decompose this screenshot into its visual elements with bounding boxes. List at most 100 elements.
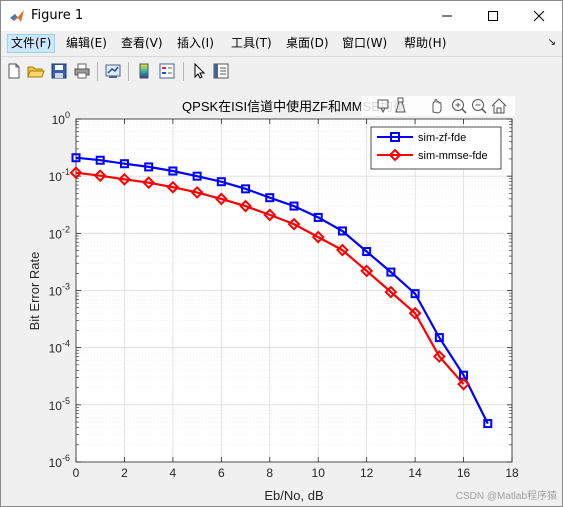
toolbar-separator <box>183 62 184 81</box>
x-axis-label: Eb/No, dB <box>264 488 323 503</box>
data-point-sim-zf-fde <box>265 193 275 203</box>
legend-marker-mmse <box>388 148 402 162</box>
property-inspector-icon[interactable] <box>212 62 230 80</box>
matlab-logo-icon <box>10 10 24 22</box>
axes-toolbar <box>361 96 515 116</box>
legend-label-zf: sim-zf-fde <box>418 132 466 144</box>
data-point-sim-zf-fde <box>410 289 420 299</box>
data-point-sim-mmse-fde <box>93 169 107 183</box>
data-point-sim-mmse-fde <box>214 192 228 206</box>
data-point-sim-mmse-fde <box>166 180 180 194</box>
y-tick-label: 10-3 <box>49 282 70 299</box>
data-point-sim-zf-fde <box>95 155 105 165</box>
new-figure-icon[interactable] <box>5 62 23 80</box>
data-point-sim-zf-fde <box>168 166 178 176</box>
menu-file[interactable]: 文件(F) <box>7 34 56 53</box>
data-point-sim-mmse-fde <box>239 199 252 213</box>
link-plot-icon[interactable] <box>104 62 122 80</box>
y-tick-label: 100 <box>52 110 70 127</box>
dock-arrow-icon[interactable]: ↘ <box>547 37 556 48</box>
open-file-icon[interactable] <box>27 62 45 80</box>
toolbar-separator <box>128 62 129 81</box>
data-point-sim-zf-fde <box>216 177 226 187</box>
data-point-sim-mmse-fde <box>336 243 349 257</box>
x-tick-label: 4 <box>170 466 177 480</box>
home-icon[interactable] <box>491 98 507 114</box>
data-point-sim-zf-fde <box>119 159 129 169</box>
menu-insert[interactable]: 插入(I) <box>177 36 214 50</box>
save-icon[interactable] <box>50 62 68 80</box>
x-tick-label: 0 <box>73 466 80 480</box>
maximize-icon <box>488 11 498 21</box>
close-icon <box>533 10 545 22</box>
legend[interactable]: sim-zf-fde sim-mmse-fde <box>370 126 502 170</box>
y-tick-label: 10-6 <box>49 453 70 470</box>
data-point-sim-mmse-fde <box>142 176 156 190</box>
data-point-sim-mmse-fde <box>408 306 422 320</box>
brush-icon[interactable] <box>395 97 406 113</box>
menu-tools[interactable]: 工具(T) <box>231 36 272 50</box>
x-tick-label: 14 <box>408 466 422 480</box>
y-tick-label: 10-1 <box>49 167 70 184</box>
x-tick-label: 6 <box>218 466 225 480</box>
x-tick-label: 12 <box>360 466 374 480</box>
y-tick-label: 10-4 <box>49 339 70 356</box>
series-line-sim-mmse-fde <box>75 171 465 385</box>
legend-marker-zf <box>390 132 400 142</box>
close-button[interactable] <box>516 1 562 31</box>
legend-label-mmse: sim-mmse-fde <box>418 150 488 162</box>
figure-canvas: 0 2 4 6 8 10 12 14 16 18 10-6 10-5 10-4 10-3 10-2 10-1… <box>1 86 562 506</box>
pan-icon[interactable] <box>432 99 442 114</box>
data-point-sim-zf-fde <box>362 247 372 257</box>
data-point-sim-mmse-fde <box>311 230 325 244</box>
y-axis-label: Bit Error Rate <box>27 252 42 331</box>
toolbar-separator <box>97 62 98 81</box>
data-point-sim-zf-fde <box>313 212 323 222</box>
legend-icon[interactable] <box>158 62 176 80</box>
watermark: CSDN @Matlab程序猿 <box>456 489 557 502</box>
y-tick-label: 10-5 <box>49 396 70 413</box>
zoom-out-icon[interactable] <box>472 99 487 114</box>
minimize-button[interactable] <box>424 1 470 31</box>
plot-svg: 0 2 4 6 8 10 12 14 16 18 10-6 10-5 10-4 10-3 10-2 10-1… <box>27 96 557 503</box>
window-title: Figure 1 <box>31 8 84 23</box>
menu-window[interactable]: 窗口(W) <box>342 36 388 50</box>
data-point-sim-mmse-fde <box>263 208 277 222</box>
print-icon[interactable] <box>73 62 91 80</box>
data-point-sim-mmse-fde <box>190 185 204 199</box>
minimize-icon <box>442 15 452 17</box>
menu-bar: 文件(F) 编辑(E) 查看(V) 插入(I) 工具(T) 桌面(D) 窗口(W… <box>1 32 562 55</box>
data-point-sim-mmse-fde <box>457 377 470 391</box>
menu-view[interactable]: 查看(V) <box>121 36 163 50</box>
menu-desktop[interactable]: 桌面(D) <box>286 36 329 50</box>
data-point-sim-mmse-fde <box>360 264 374 278</box>
colorbar-icon[interactable] <box>135 62 153 80</box>
y-tick-label: 10-2 <box>49 224 70 241</box>
zoom-in-icon[interactable] <box>452 99 467 114</box>
x-tick-label: 16 <box>457 466 471 480</box>
data-point-sim-zf-fde <box>386 267 396 277</box>
data-point-sim-mmse-fde <box>384 285 398 299</box>
figure-toolbar <box>1 56 562 87</box>
maximize-button[interactable] <box>470 1 516 31</box>
title-bar[interactable]: Figure 1 <box>1 1 562 31</box>
data-point-sim-zf-fde <box>483 419 493 429</box>
data-point-sim-zf-fde <box>434 333 444 343</box>
x-tick-label: 8 <box>266 466 273 480</box>
menu-edit[interactable]: 编辑(E) <box>66 36 107 50</box>
data-point-sim-zf-fde <box>289 201 299 211</box>
data-point-sim-zf-fde <box>71 153 81 163</box>
data-tips-icon[interactable] <box>377 99 389 114</box>
chart-title: QPSK在ISI信道中使用ZF和MMSE均衡 <box>182 99 406 114</box>
x-tick-label: 10 <box>312 466 326 480</box>
data-point-sim-mmse-fde <box>118 172 131 186</box>
edit-plot-icon[interactable] <box>190 62 208 80</box>
data-point-sim-zf-fde <box>144 162 154 172</box>
x-tick-label: 18 <box>505 466 519 480</box>
data-point-sim-zf-fde <box>192 171 202 181</box>
data-point-sim-mmse-fde <box>69 166 83 180</box>
data-point-sim-zf-fde <box>337 226 347 236</box>
menu-help[interactable]: 帮助(H) <box>404 36 447 50</box>
x-tick-label: 2 <box>121 466 128 480</box>
